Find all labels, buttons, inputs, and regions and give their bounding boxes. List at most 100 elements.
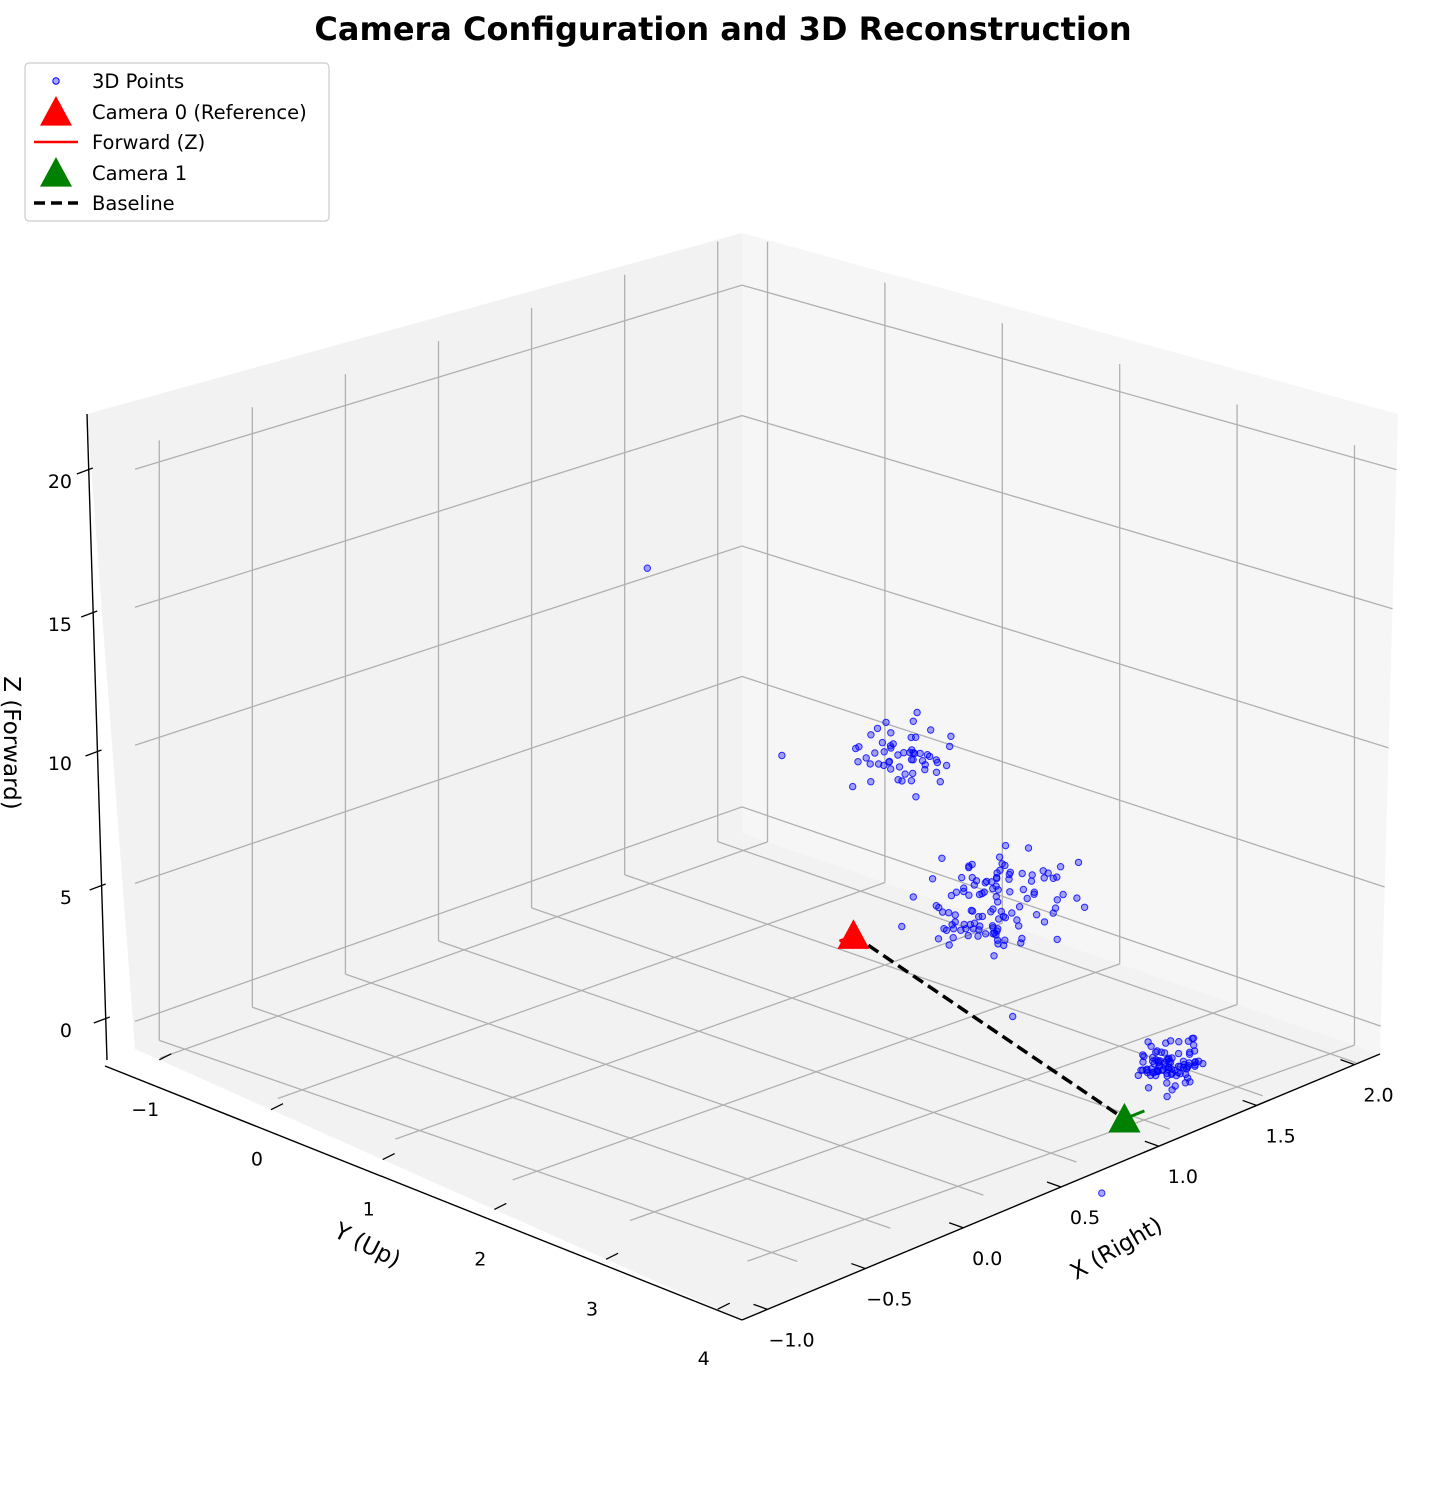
x-tick-label: 0.5 (1070, 1207, 1100, 1229)
data-point (970, 881, 978, 889)
data-point (972, 877, 981, 885)
data-point (989, 905, 997, 913)
z-grid-line (134, 414, 1393, 610)
x-tick-label: −0.5 (866, 1289, 912, 1311)
data-point (1001, 914, 1010, 922)
data-point (878, 738, 887, 747)
y-grid-line-floor (512, 963, 1120, 1181)
z-tick-mark (89, 883, 106, 891)
data-point (935, 903, 943, 912)
z-tick-mark (76, 467, 94, 475)
data-point (1149, 1053, 1157, 1062)
data-point (894, 751, 902, 759)
data-point (981, 930, 990, 938)
data-point (1139, 1051, 1147, 1059)
data-point (913, 708, 921, 717)
data-point (1098, 1189, 1106, 1197)
data-point (1174, 1049, 1183, 1058)
legend-label: Baseline (92, 192, 175, 215)
data-point (1059, 890, 1067, 899)
data-point (952, 888, 961, 896)
x-grid-line-floor (624, 874, 1263, 1097)
data-point (909, 769, 917, 778)
data-point (1185, 1050, 1194, 1058)
legend-swatch-triangle (40, 96, 72, 126)
data-point (992, 882, 1000, 890)
data-point (928, 875, 937, 883)
data-point (942, 761, 951, 770)
data-point (947, 891, 956, 900)
z-tick-mark (80, 610, 98, 618)
data-point (1074, 858, 1083, 867)
data-point (975, 926, 983, 934)
y-tick-label: 1 (363, 1199, 375, 1221)
data-point (643, 564, 651, 572)
legend: 3D Points Camera 0 (Reference) Forward (Z)… (24, 62, 330, 222)
data-point (975, 890, 984, 899)
data-point (965, 862, 973, 870)
data-point (1015, 903, 1024, 911)
axis-lines: −1.0 −0.5 0.0 0.5 1.0 1.5 2.0 −1 0 1 2 3 4 0 5 10 15 20 (48, 413, 1394, 1370)
z-tick-mark (85, 749, 102, 757)
y-tick-mark (494, 1202, 507, 1211)
data-point (1073, 894, 1081, 902)
data-point (995, 915, 1003, 923)
x-tick-mark (753, 1303, 768, 1310)
data-point (994, 940, 1002, 948)
data-point (1024, 844, 1033, 852)
data-point (958, 873, 966, 882)
x-tick-mark (1242, 1099, 1257, 1107)
data-point (1040, 874, 1048, 882)
data-point (867, 778, 875, 786)
data-point (993, 927, 1001, 935)
data-point (1053, 896, 1062, 904)
y-tick-label: 3 (586, 1298, 598, 1320)
legend-frame (24, 62, 330, 222)
data-point (916, 749, 924, 758)
data-point (885, 758, 893, 766)
data-point (909, 717, 917, 725)
data-point (921, 761, 929, 769)
data-point (1032, 911, 1041, 919)
data-point (992, 892, 1000, 901)
data-point (1006, 868, 1014, 876)
data-point (926, 752, 934, 761)
data-point (994, 886, 1002, 894)
data-point (1023, 894, 1031, 903)
data-point (882, 718, 890, 727)
data-point (1056, 863, 1065, 871)
right-wall-pane (742, 233, 1398, 1054)
x-grid-line-floor (717, 841, 1356, 1064)
data-point (1171, 1082, 1179, 1090)
data-point (1162, 1039, 1170, 1047)
z-tick-label: 10 (48, 753, 72, 775)
z-axis-label: Z (Forward) (0, 676, 24, 810)
data-point (951, 911, 959, 919)
data-point (1008, 909, 1016, 917)
legend-swatch-point (52, 77, 60, 85)
x-tick-label: −1.0 (768, 1329, 814, 1351)
x-tick-mark (948, 1222, 964, 1229)
data-point (1030, 888, 1039, 896)
y-tick-mark (605, 1252, 619, 1260)
data-point (945, 941, 953, 949)
x-tick-label: 2.0 (1363, 1085, 1393, 1107)
data-point (1163, 1092, 1171, 1101)
data-point (886, 742, 895, 750)
data-point (934, 935, 943, 943)
camera0-marker (837, 919, 870, 949)
legend-label: Camera 0 (Reference) (92, 101, 307, 124)
data-point (895, 763, 904, 771)
data-point (1160, 1049, 1169, 1057)
data-point (1153, 1067, 1162, 1076)
data-point (927, 726, 935, 734)
y-tick-mark (158, 1053, 172, 1061)
data-point (1152, 1071, 1160, 1080)
x-tick-label: 1.0 (1168, 1166, 1198, 1188)
data-point (994, 898, 1002, 906)
data-point (975, 913, 983, 921)
z-grid-line (134, 806, 1381, 1027)
data-point (932, 768, 941, 776)
legend-label: Forward (Z) (92, 131, 205, 154)
